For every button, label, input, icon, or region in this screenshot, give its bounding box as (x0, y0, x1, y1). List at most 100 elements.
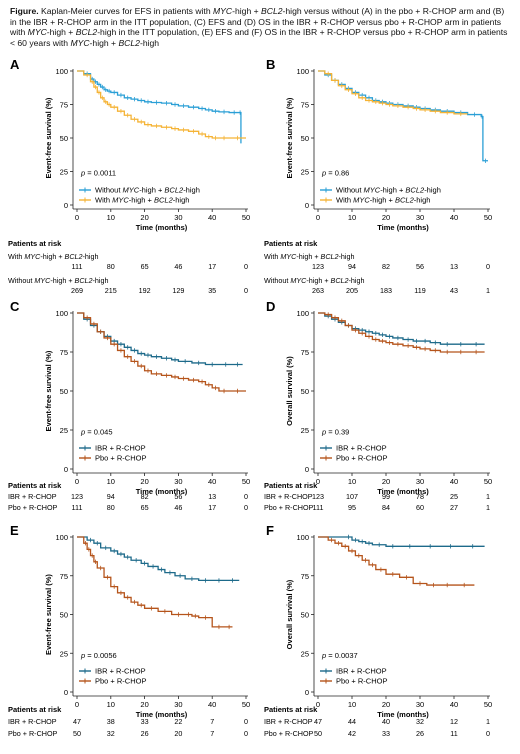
p-symbol: p (80, 169, 85, 178)
x-axis-label: Time (months) (377, 223, 429, 232)
text-segment: With (336, 196, 353, 205)
text-segment: MYC (290, 276, 307, 285)
risk-count: 32 (416, 717, 424, 726)
x-tick-label: 30 (174, 477, 182, 486)
text-segment: MYC (34, 276, 51, 285)
legend-label: Pbo + R-CHOP (95, 454, 146, 463)
y-tick-label: 100 (55, 309, 68, 318)
x-axis-label: Time (months) (136, 487, 188, 496)
risk-count: 0 (244, 286, 248, 295)
risk-count: 11 (450, 729, 457, 738)
risk-count: 1 (486, 492, 490, 501)
risk-table-title: Patients at risk (264, 705, 318, 714)
text-segment: With (264, 252, 280, 261)
risk-count: 84 (382, 503, 390, 512)
y-tick-label: 0 (305, 201, 309, 210)
risk-count: 13 (450, 262, 458, 271)
risk-count: 35 (208, 286, 216, 295)
p-value-text: = 0.86 (326, 169, 349, 178)
risk-count: 7 (210, 729, 214, 738)
risk-row-label: IBR + R-CHOP (264, 492, 313, 501)
text-segment: -high (424, 186, 441, 195)
x-tick-label: 20 (140, 213, 148, 222)
y-tick-label: 25 (60, 426, 68, 435)
caption-label: Figure. (10, 6, 39, 16)
x-tick-label: 40 (208, 213, 216, 222)
risk-count: 46 (174, 503, 182, 512)
risk-row-label: IBR + R-CHOP (8, 717, 57, 726)
text-segment: IBR + R-CHOP (8, 717, 57, 726)
p-symbol: p (321, 169, 326, 178)
risk-count: 215 (105, 286, 117, 295)
y-tick-label: 25 (301, 649, 309, 658)
y-axis-label: Overall survival (%) (285, 356, 294, 426)
text-segment: -high + (50, 276, 74, 285)
caption-segment: BCL2 (261, 6, 283, 16)
text-segment: Pbo + R-CHOP (95, 454, 146, 463)
text-segment: BCL2 (164, 186, 184, 195)
risk-row-label: With MYC-high + BCL2-high (264, 252, 355, 261)
y-tick-label: 100 (55, 67, 68, 76)
risk-count: 111 (313, 503, 324, 512)
legend-label: With MYC-high + BCL2-high (95, 196, 189, 205)
x-tick-label: 50 (242, 700, 250, 709)
risk-count: 0 (244, 503, 248, 512)
p-symbol: p (80, 651, 85, 660)
risk-count: 27 (450, 503, 458, 512)
x-tick-label: 0 (316, 700, 320, 709)
text-segment: Pbo + R-CHOP (8, 503, 58, 512)
text-segment: -high (83, 252, 99, 261)
x-tick-label: 30 (416, 213, 424, 222)
legend-label: Pbo + R-CHOP (95, 677, 146, 686)
text-segment: -high (173, 196, 190, 205)
figure-caption: Figure. Kaplan-Meier curves for EFS in p… (10, 6, 510, 48)
legend-entry: IBR + R-CHOP (79, 444, 146, 453)
legend-label: IBR + R-CHOP (336, 667, 387, 676)
text-segment: Pbo + R-CHOP (336, 677, 387, 686)
panel-letter: B (266, 57, 275, 72)
legend-label: IBR + R-CHOP (95, 667, 146, 676)
caption-segment: BCL2 (75, 27, 98, 38)
risk-count: 192 (139, 286, 151, 295)
text-segment: BCL2 (321, 252, 339, 261)
caption-segment: -high + (89, 37, 119, 48)
risk-count: 40 (382, 717, 390, 726)
x-tick-label: 30 (174, 700, 182, 709)
text-segment: MYC (280, 252, 297, 261)
risk-count: 56 (174, 492, 182, 501)
legend-entry: Pbo + R-CHOP (320, 454, 387, 463)
legend-entry: With MYC-high + BCL2-high (320, 196, 430, 205)
y-tick-label: 0 (64, 688, 68, 697)
x-tick-label: 40 (450, 213, 458, 222)
km-curve-series-2 (318, 312, 485, 353)
x-tick-label: 50 (484, 477, 492, 486)
risk-row-label: Pbo + R-CHOP (8, 729, 58, 738)
y-tick-label: 100 (296, 67, 309, 76)
x-tick-label: 40 (208, 477, 216, 486)
risk-count: 17 (208, 262, 216, 271)
risk-count: 47 (73, 717, 81, 726)
y-tick-label: 100 (296, 309, 309, 318)
text-segment: Pbo + R-CHOP (336, 454, 387, 463)
caption-segment: -high versus without (A) in the pbo + R-… (10, 6, 505, 38)
y-axis-label: Event-free survival (%) (44, 574, 53, 655)
y-axis-label: Overall survival (%) (285, 579, 294, 649)
p-value: p = 0.0056 (80, 651, 117, 660)
risk-count: 56 (416, 262, 424, 271)
risk-count: 119 (414, 286, 425, 295)
x-tick-label: 20 (382, 477, 390, 486)
risk-count: 205 (346, 286, 358, 295)
legend-label: IBR + R-CHOP (336, 444, 387, 453)
y-axis-label: Event-free survival (%) (44, 350, 53, 431)
risk-row-label: With MYC-high + BCL2-high (8, 252, 99, 261)
km-curve-series-2 (77, 70, 246, 139)
legend-entry: Pbo + R-CHOP (79, 677, 146, 686)
y-tick-label: 25 (301, 168, 309, 177)
risk-count: 50 (314, 729, 322, 738)
risk-count: 263 (312, 286, 324, 295)
text-segment: BCL2 (65, 252, 83, 261)
risk-count: 13 (208, 492, 216, 501)
y-tick-label: 25 (60, 649, 68, 658)
risk-table-title: Patients at risk (8, 239, 62, 248)
